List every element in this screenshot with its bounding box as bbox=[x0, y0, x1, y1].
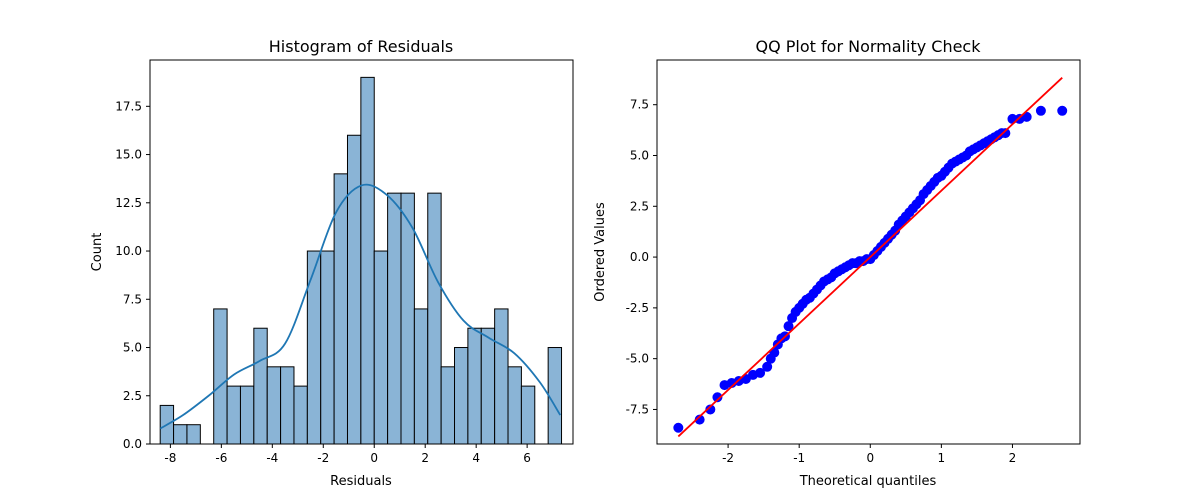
histogram-y-axis-label: Count bbox=[90, 233, 105, 272]
qq-x-tick-label: -1 bbox=[793, 451, 805, 465]
histogram-x-tick-label: -6 bbox=[215, 451, 227, 465]
histogram-bar bbox=[293, 385, 308, 445]
histogram-bar bbox=[413, 308, 429, 445]
qq-point bbox=[769, 347, 780, 358]
qq-x-ticks: -2 -1 0 1 2 bbox=[722, 444, 1016, 465]
histogram-bar bbox=[494, 308, 509, 445]
histogram-x-axis-label: Residuals bbox=[330, 474, 392, 489]
histogram-y-tick-label: 5.0 bbox=[123, 341, 142, 355]
histogram-y-tick-label: 12.5 bbox=[115, 196, 142, 210]
histogram-plot-frame bbox=[149, 59, 574, 445]
histogram-y-tick-label: 2.5 bbox=[123, 389, 142, 403]
histogram-bar bbox=[400, 192, 415, 445]
qq-point bbox=[783, 321, 794, 332]
histogram-bar bbox=[226, 385, 241, 445]
histogram-x-tick-label: 6 bbox=[523, 451, 531, 465]
qq-plot-frame bbox=[656, 59, 1081, 445]
histogram-bar bbox=[427, 192, 442, 445]
qq-point bbox=[1057, 105, 1068, 116]
histogram-x-tick-label: -2 bbox=[317, 451, 329, 465]
qq-x-tick-label: 2 bbox=[1009, 451, 1017, 465]
histogram-bar bbox=[320, 250, 335, 445]
qq-y-ticks: -7.5 -5.0 -2.5 0.0 2.5 5.0 7.5 bbox=[626, 98, 657, 416]
qq-y-tick-label: -2.5 bbox=[626, 301, 649, 315]
qq-point bbox=[673, 422, 684, 433]
histogram-bar bbox=[253, 327, 268, 445]
histogram-y-tick-label: 0.0 bbox=[123, 437, 142, 451]
histogram-x-ticks: -8 -6 -4 -2 0 2 4 6 bbox=[164, 444, 531, 465]
qq-y-tick-label: -7.5 bbox=[626, 402, 649, 416]
histogram-y-tick-label: 7.5 bbox=[123, 292, 142, 306]
qq-x-axis-label: Theoretical quantiles bbox=[799, 474, 937, 489]
histogram-bar bbox=[360, 76, 375, 445]
histogram-y-tick-label: 15.0 bbox=[115, 148, 142, 162]
histogram-bar bbox=[239, 385, 255, 445]
qq-point bbox=[705, 404, 716, 415]
qq-point bbox=[762, 361, 773, 372]
histogram-bars bbox=[159, 76, 563, 445]
histogram-bar bbox=[387, 192, 402, 445]
histogram-bar bbox=[213, 308, 228, 445]
histogram-bar bbox=[547, 347, 563, 445]
qq-x-tick-label: 1 bbox=[938, 451, 946, 465]
qq-points bbox=[673, 105, 1068, 433]
histogram-x-tick-label: -4 bbox=[266, 451, 278, 465]
qq-point bbox=[712, 392, 723, 403]
qq-y-tick-label: 7.5 bbox=[630, 98, 649, 112]
qq-fit-line bbox=[677, 77, 1063, 438]
histogram-bar bbox=[467, 327, 482, 445]
histogram-y-ticks: 0.0 2.5 5.0 7.5 10.0 12.5 15.0 17.5 bbox=[115, 99, 150, 451]
histogram-title: Histogram of Residuals bbox=[269, 37, 454, 56]
qq-x-tick-label: -2 bbox=[722, 451, 734, 465]
histogram-bar bbox=[507, 366, 522, 445]
histogram-kde-curve bbox=[159, 183, 562, 430]
histogram-bar bbox=[454, 347, 469, 445]
qq-title: QQ Plot for Normality Check bbox=[756, 37, 982, 56]
histogram-kde-line bbox=[159, 183, 562, 430]
qq-panel: QQ Plot for Normality Check -2 -1 0 1 2 -7.5… bbox=[593, 37, 1081, 489]
qq-reference-line bbox=[677, 77, 1063, 438]
qq-y-axis-label: Ordered Values bbox=[593, 202, 608, 302]
qq-point bbox=[1000, 128, 1011, 139]
histogram-bar bbox=[346, 134, 362, 445]
histogram-bar bbox=[306, 250, 322, 445]
histogram-bar bbox=[520, 385, 536, 445]
histogram-x-tick-label: 4 bbox=[472, 451, 480, 465]
histogram-y-tick-label: 17.5 bbox=[115, 99, 142, 113]
histogram-bar bbox=[280, 366, 295, 445]
histogram-bar bbox=[480, 327, 496, 445]
histogram-y-tick-label: 10.0 bbox=[115, 244, 142, 258]
histogram-bar bbox=[173, 424, 188, 445]
qq-x-tick-label: 0 bbox=[866, 451, 874, 465]
qq-point bbox=[755, 367, 766, 378]
histogram-x-tick-label: 0 bbox=[370, 451, 378, 465]
histogram-bar bbox=[333, 173, 348, 445]
histogram-bar bbox=[373, 250, 389, 445]
qq-y-tick-label: 0.0 bbox=[630, 250, 649, 264]
histogram-panel: Histogram of Residuals -8 -6 -4 -2 0 2 4 6 0.0 2… bbox=[90, 37, 574, 489]
qq-y-tick-label: -5.0 bbox=[626, 352, 649, 366]
qq-point bbox=[1021, 111, 1032, 122]
qq-y-tick-label: 5.0 bbox=[630, 148, 649, 162]
histogram-bar bbox=[266, 366, 282, 445]
histogram-bar bbox=[186, 424, 201, 445]
qq-point bbox=[1035, 105, 1046, 116]
qq-y-tick-label: 2.5 bbox=[630, 199, 649, 213]
histogram-bar bbox=[440, 366, 456, 445]
histogram-x-tick-label: 2 bbox=[421, 451, 429, 465]
histogram-x-tick-label: -8 bbox=[164, 451, 176, 465]
